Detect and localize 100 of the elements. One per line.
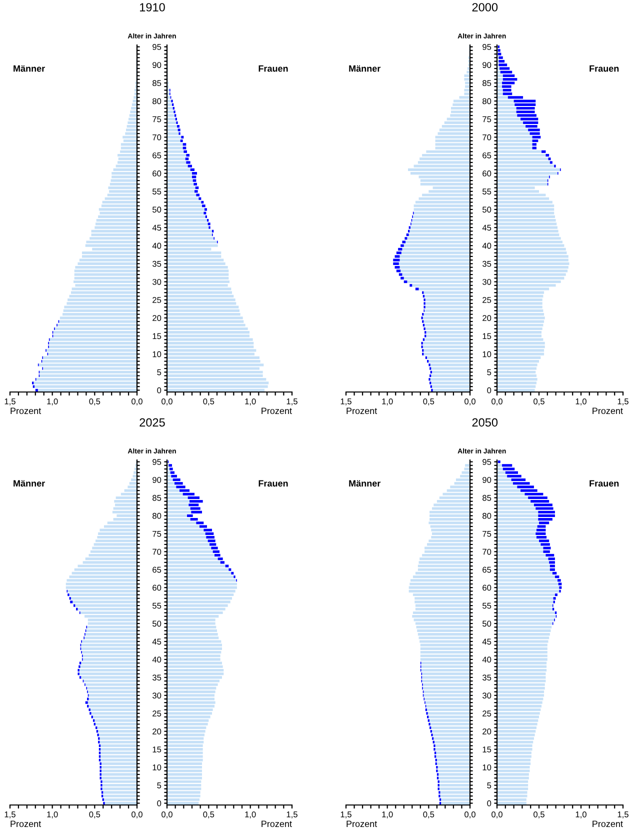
y-tick-label: 95 <box>482 44 492 50</box>
y-tick-label: 90 <box>482 62 492 68</box>
y-tick-label: 30 <box>152 692 162 698</box>
x-tick-label: 0,0 <box>132 811 142 818</box>
y-tick-label: 25 <box>482 710 492 716</box>
y-tick-label: 75 <box>482 530 492 537</box>
x-tick-label: 0,0 <box>464 811 476 818</box>
y-tick-label: 25 <box>152 710 162 716</box>
y-tick-label: 25 <box>152 297 162 303</box>
x-tick-label: 0,5 <box>89 811 100 818</box>
y-tick-label: 65 <box>152 152 162 158</box>
x-tick-label: 0,0 <box>464 398 476 406</box>
y-tick-label: 75 <box>152 530 162 537</box>
y-tick-label: 20 <box>152 728 162 734</box>
y-tick-label: 55 <box>152 602 162 609</box>
y-tick-label: 65 <box>482 566 492 573</box>
y-tick-label: 70 <box>152 134 162 140</box>
annotation: Männer <box>349 65 381 72</box>
y-tick-label: 55 <box>482 602 492 609</box>
chart-title: 1910 <box>140 3 165 12</box>
x-tick-label: 1,5 <box>340 398 352 406</box>
y-tick-label: 90 <box>152 62 162 68</box>
y-tick-label: 60 <box>152 584 162 591</box>
y-tick-label: 15 <box>482 333 492 340</box>
x-tick-label: 0,0 <box>492 811 502 818</box>
y-tick-label: 75 <box>482 116 492 122</box>
y-tick-label: 80 <box>152 98 162 104</box>
x-tick-label: 1,0 <box>576 398 586 406</box>
y-tick-label: 50 <box>152 206 162 213</box>
y-tick-label: 45 <box>152 224 162 231</box>
y-tick-label: 20 <box>482 728 492 734</box>
y-tick-label: 55 <box>152 188 162 194</box>
y-tick-label: 50 <box>152 620 162 627</box>
chart-title: 2025 <box>140 418 165 427</box>
x-tick-label: 1,0 <box>245 398 256 406</box>
x-tick-label: 1,0 <box>382 398 393 406</box>
y-tick-label: 85 <box>482 80 492 86</box>
y-tick-label: 15 <box>482 746 492 752</box>
y-tick-label: 5 <box>487 782 492 788</box>
y-tick-label: 40 <box>152 656 162 663</box>
y-tick-label: 50 <box>482 620 492 627</box>
x-tick-label: 0,0 <box>162 398 172 406</box>
y-tick-label: 30 <box>482 692 492 698</box>
x-tick-label: 1,5 <box>4 398 16 406</box>
x-tick-label: 1,5 <box>286 398 298 406</box>
x-tick-label: 1,5 <box>4 812 16 818</box>
y-tick-label: 40 <box>152 242 162 249</box>
y-tick-label: 40 <box>482 242 492 249</box>
x-tick-label: 0,0 <box>162 811 172 818</box>
x-tick-label: 1,0 <box>245 811 256 818</box>
y-tick-label: 10 <box>482 351 492 358</box>
x-tick-label: 0,5 <box>423 398 434 406</box>
annotation: Frauen <box>258 65 288 72</box>
x-axis-title: Prozent <box>10 820 42 828</box>
y-tick-label: 10 <box>152 351 162 358</box>
y-tick-label: 30 <box>152 278 162 285</box>
y-tick-label: 15 <box>152 333 162 340</box>
y-tick-label: 0 <box>487 800 492 806</box>
y-tick-label: 75 <box>152 116 162 122</box>
y-tick-label: 60 <box>482 584 492 591</box>
y-tick-label: 85 <box>152 80 162 86</box>
y-tick-label: 70 <box>482 548 492 555</box>
y-tick-label: 45 <box>482 224 492 231</box>
y-tick-label: 80 <box>482 98 492 104</box>
y-tick-label: 60 <box>152 170 162 176</box>
annotation: Männer <box>14 480 45 487</box>
y-tick-label: 40 <box>482 656 492 663</box>
x-tick-label: 0,5 <box>203 398 214 406</box>
y-tick-label: 10 <box>152 764 162 770</box>
y-tick-label: 30 <box>482 278 492 285</box>
y-tick-label: 5 <box>157 369 162 376</box>
y-tick-label: 35 <box>152 674 162 681</box>
chart-title: 2050 <box>472 418 498 427</box>
y-tick-label: 80 <box>482 512 492 519</box>
x-tick-label: 0,0 <box>492 398 502 406</box>
chart-title: 2000 <box>472 3 498 12</box>
y-tick-label: 65 <box>482 152 492 158</box>
x-tick-label: 1,0 <box>576 811 586 818</box>
y-tick-label: 90 <box>482 476 492 483</box>
y-tick-label: 95 <box>152 44 162 50</box>
y-tick-label: 60 <box>482 170 492 176</box>
y-tick-label: 45 <box>482 638 492 645</box>
y-tick-label: 25 <box>482 297 492 303</box>
x-tick-label: 1,5 <box>618 812 628 818</box>
x-tick-label: 1,0 <box>382 811 393 818</box>
y-tick-label: 45 <box>152 638 162 645</box>
x-axis-title: Prozent <box>592 820 623 828</box>
x-axis-title: Prozent <box>10 408 42 414</box>
annotation: Frauen <box>590 480 619 487</box>
x-axis-title: Prozent <box>592 408 623 414</box>
y-tick-label: 10 <box>482 764 492 770</box>
x-axis-title: Prozent <box>262 408 292 414</box>
y-tick-label: 0 <box>487 387 492 394</box>
y-tick-label: 50 <box>482 206 492 213</box>
annotation: Frauen <box>590 65 619 72</box>
x-axis-title: Prozent <box>346 408 378 414</box>
x-tick-label: 0,5 <box>534 398 544 406</box>
x-tick-label: 0,5 <box>423 811 434 818</box>
x-tick-label: 0,5 <box>203 811 214 818</box>
x-tick-label: 1,0 <box>47 398 58 406</box>
